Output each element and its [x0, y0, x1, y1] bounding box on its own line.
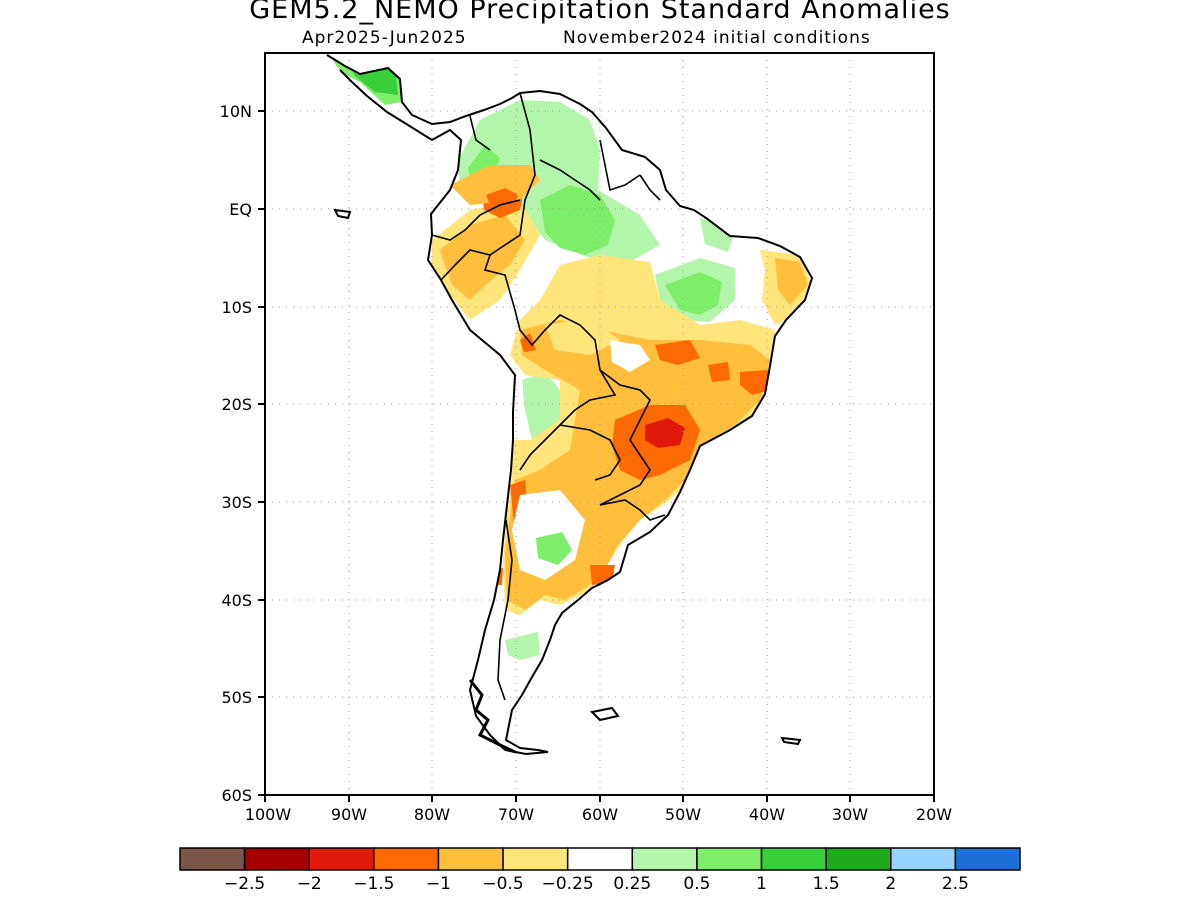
- colorbar-label: −1: [426, 874, 451, 894]
- anomaly-field: [330, 55, 812, 700]
- colorbar-swatch: [954, 847, 1021, 871]
- coastline: [326, 54, 814, 756]
- colorbar-label: −1.5: [353, 874, 394, 894]
- colorbar-label: 1.5: [813, 874, 840, 894]
- colorbar-label: −0.25: [542, 874, 594, 894]
- colorbar-swatch: [566, 847, 634, 871]
- lon-label: 20W: [916, 805, 952, 824]
- lat-label: 30S: [221, 493, 252, 512]
- colorbar-label: −2: [297, 874, 322, 894]
- latitude-labels: 10N EQ 10S 20S 30S 40S 50S 60S: [220, 102, 252, 805]
- lat-label: 50S: [221, 688, 252, 707]
- forecast-period: Apr2025-Jun2025: [302, 28, 467, 48]
- colorbar-swatch: [179, 847, 246, 871]
- country-borders: [431, 92, 666, 701]
- colorbar-swatch: [631, 847, 698, 871]
- colorbar-swatch: [437, 847, 504, 871]
- colorbar-swatch: [890, 847, 957, 871]
- lon-label: 80W: [414, 805, 450, 824]
- axis-ticks: [258, 110, 935, 802]
- initial-conditions: November2024 initial conditions: [563, 28, 871, 48]
- lat-label: 10S: [221, 298, 252, 317]
- lon-label: 50W: [665, 805, 701, 824]
- longitude-labels: 100W 90W 80W 70W 60W 50W 40W 30W 20W: [245, 805, 952, 824]
- colorbar-swatch: [308, 847, 375, 871]
- colorbar-label: −0.5: [482, 874, 523, 894]
- colorbar-swatch: [502, 847, 569, 871]
- colorbar-label: 2: [885, 874, 896, 894]
- lon-label: 70W: [498, 805, 534, 824]
- lat-label: 40S: [221, 591, 252, 610]
- grid-lines: [265, 53, 934, 795]
- colorbar-label: −2.5: [224, 874, 265, 894]
- lon-label: 100W: [245, 805, 292, 824]
- colorbar-swatch: [696, 847, 763, 871]
- lon-label: 90W: [331, 805, 367, 824]
- colorbar-label: 1: [756, 874, 767, 894]
- lat-label: EQ: [229, 200, 252, 219]
- lat-label: 20S: [221, 395, 252, 414]
- colorbar-label: 2.5: [942, 874, 969, 894]
- lon-label: 60W: [582, 805, 618, 824]
- colorbar-swatch: [760, 847, 827, 871]
- colorbar-swatch: [825, 847, 892, 871]
- colorbar-swatch: [243, 847, 310, 871]
- colorbar-label: 0.5: [683, 874, 710, 894]
- lon-label: 40W: [749, 805, 785, 824]
- colorbar-swatch: [373, 847, 440, 871]
- colorbar: −2.5 −2 −1.5 −1 −0.5 −0.25 0.25 0.5 1 1.5 2 2.5: [179, 847, 1021, 894]
- map-title: GEM5.2_NEMO Precipitation Standard Anoma…: [249, 0, 951, 25]
- lat-label: 10N: [220, 102, 252, 121]
- colorbar-label: 0.25: [613, 874, 651, 894]
- lon-label: 30W: [832, 805, 868, 824]
- lat-label: 60S: [221, 786, 252, 805]
